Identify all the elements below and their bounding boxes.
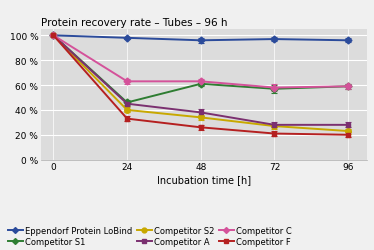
Legend: Eppendorf Protein LoBind, Competitor S1, Competitor S2, Competitor A, Competitor: Eppendorf Protein LoBind, Competitor S1,… <box>8 226 292 246</box>
Text: Protein recovery rate – Tubes – 96 h: Protein recovery rate – Tubes – 96 h <box>41 18 228 28</box>
X-axis label: Incubation time [h]: Incubation time [h] <box>157 174 251 184</box>
